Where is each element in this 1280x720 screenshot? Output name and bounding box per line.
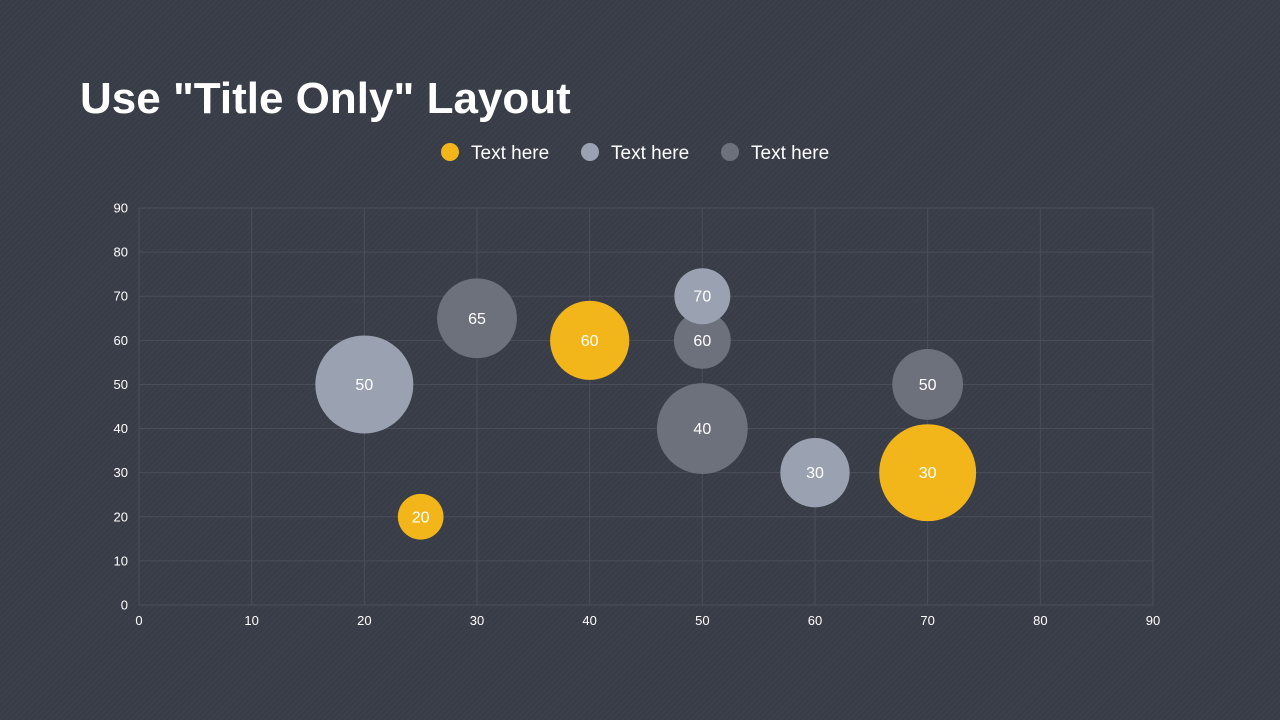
slide-title: Use "Title Only" Layout [80,74,571,123]
bubble-circle [437,278,517,359]
legend-label: Text here [611,143,689,164]
bubble-data-label: 60 [581,333,599,350]
bubble: 60 [673,311,731,369]
legend-marker [581,143,599,161]
x-tick-label: 0 [135,613,142,628]
y-axis: 0 10 20 30 40 50 60 70 80 90 [114,201,128,613]
legend-marker [441,143,459,161]
bubble: 70 [674,268,731,325]
y-tick-label: 30 [114,465,128,480]
legend-item: Text here [581,143,689,164]
chart-gridlines [138,207,1154,606]
bubble-data-label: 70 [693,289,711,306]
bubble-circle [550,300,630,380]
bubble-circle [656,383,748,474]
bubble-data-label: 50 [919,377,937,394]
bubble-circle [780,438,850,508]
x-tick-label: 10 [244,613,258,628]
bubble: 40 [656,383,748,474]
legend-item: Text here [721,143,829,164]
bubble-circle [315,335,414,434]
chart-bubbles: 50 30 40 65 60 50 30 60 70 20 [315,268,977,540]
y-tick-label: 80 [114,245,128,260]
y-tick-label: 10 [114,553,128,568]
x-tick-label: 60 [808,613,822,628]
bubble-circle [673,311,731,369]
bubble-data-label: 40 [693,421,711,438]
bubble-circle [879,424,977,522]
x-tick-label: 90 [1146,613,1160,628]
bubble: 50 [315,335,414,434]
y-tick-label: 20 [114,509,128,524]
legend-marker [721,143,739,161]
bubble-data-label: 65 [468,311,486,328]
bubble-circle [397,493,444,540]
bubble-data-label: 50 [355,377,373,394]
x-tick-label: 80 [1033,613,1047,628]
x-axis: 0 10 20 30 40 50 60 70 80 90 [135,613,1160,628]
bubble-data-label: 20 [412,509,430,526]
bubble-circle [674,268,731,325]
bubble-data-label: 30 [806,465,824,482]
x-tick-label: 30 [470,613,484,628]
x-tick-label: 40 [582,613,596,628]
bubble-circle [892,349,964,420]
y-tick-label: 70 [114,289,128,304]
bubble-data-label: 60 [693,333,711,350]
bubble: 30 [780,438,850,508]
legend-item: Text here [441,143,549,164]
bubble: 50 [892,349,964,420]
y-tick-label: 60 [114,333,128,348]
bubble: 30 [879,424,977,522]
bubble: 20 [397,493,444,540]
legend-label: Text here [471,143,549,164]
y-tick-label: 50 [114,377,128,392]
y-tick-label: 0 [121,598,128,613]
y-tick-label: 40 [114,421,128,436]
legend-label: Text here [751,143,829,164]
x-tick-label: 70 [920,613,934,628]
x-tick-label: 50 [695,613,709,628]
bubble: 60 [550,300,630,380]
chart-legend: Text here Text here Text here [441,143,829,164]
bubble: 65 [437,278,517,359]
bubble-data-label: 30 [919,465,937,482]
x-tick-label: 20 [357,613,371,628]
y-tick-label: 90 [114,201,128,216]
